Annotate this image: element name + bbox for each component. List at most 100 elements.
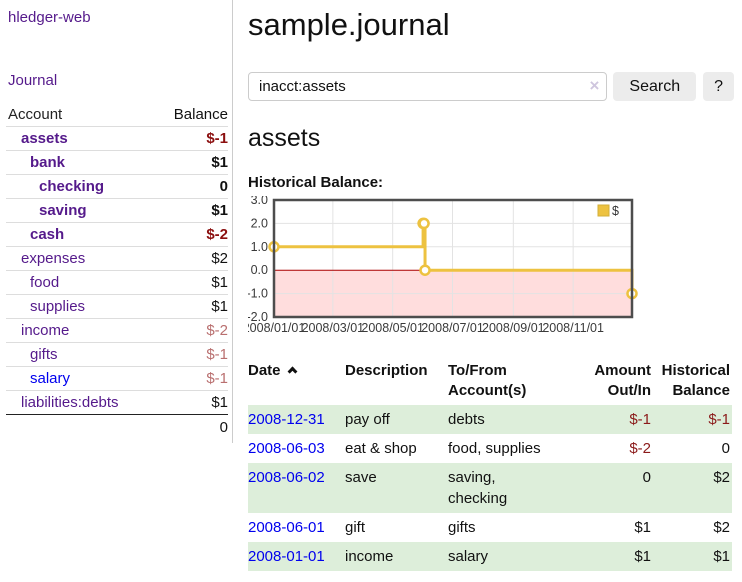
accounts-table-header: Account Balance [6,103,228,127]
account-page-title: assets [248,124,321,152]
account-balance: $-2 [206,322,228,339]
x-axis-tick-label: 2008/09/01 [482,321,545,335]
account-balance: $-2 [206,226,228,243]
transaction-amount: 0 [642,469,651,486]
account-balance: $-1 [206,370,228,387]
transaction-date-link[interactable]: 2008-06-01 [248,519,325,536]
account-row-checking: checking 0 [6,175,228,199]
account-link-liabilities-debts[interactable]: liabilities:debts [21,394,119,411]
transaction-description: save [345,469,377,486]
account-row-liabilities-debts: liabilities:debts $1 [6,391,228,415]
search-input[interactable] [248,72,608,101]
col-description: Description [345,362,428,379]
page-title: sample.journal [248,7,450,42]
account-balance: $1 [211,394,228,411]
clear-search-icon[interactable]: × [589,76,600,95]
register-row: 2008-06-02 save saving, checking 0 $2 [248,463,732,513]
transaction-balance: $2 [713,519,730,536]
account-row-income: income $-2 [6,319,228,343]
account-link-checking[interactable]: checking [39,178,105,195]
transaction-description: income [345,548,394,565]
transaction-accounts: gifts [448,519,476,536]
transaction-description: gift [345,519,366,536]
account-balance: $1 [211,154,228,171]
account-balance: $-1 [206,130,228,147]
account-balance: $-1 [206,346,228,363]
accounts-total-value: 0 [219,418,228,436]
y-axis-tick-label: -1.0 [248,287,268,301]
register-header-row: Date Description To/From Account(s) Amou… [248,359,732,405]
register-row: 2008-01-01 income salary $1 $1 [248,542,732,571]
x-axis-tick-label: 2008/11/01 [542,321,604,335]
account-link-bank[interactable]: bank [30,154,66,171]
transaction-accounts: debts [448,411,485,428]
transaction-amount: $-2 [629,440,651,457]
transaction-amount: $1 [634,548,651,565]
transaction-balance: 0 [721,440,730,457]
account-link-cash[interactable]: cash [30,226,65,243]
main-content: sample.journal × Search ? assets Histori… [243,0,734,571]
transaction-date-link[interactable]: 2008-12-31 [248,411,325,428]
col-date-sort[interactable]: Date [248,359,345,405]
account-row-supplies: supplies $1 [6,295,228,319]
account-link-expenses[interactable]: expenses [21,250,86,267]
accounts-table: Account Balance assets $-1 bank $1 check… [6,103,228,439]
account-link-supplies[interactable]: supplies [30,298,86,315]
transaction-balance: $1 [713,548,730,565]
register-row: 2008-06-01 gift gifts $1 $2 [248,513,732,542]
register-table: Date Description To/From Account(s) Amou… [248,359,732,571]
account-row-expenses: expenses $2 [6,247,228,271]
search-form: × Search ? [248,72,734,101]
account-link-assets[interactable]: assets [21,130,68,147]
sidebar-divider [232,0,233,443]
account-balance: $1 [211,274,228,291]
transaction-date-link[interactable]: 2008-06-02 [248,469,325,486]
account-balance: $2 [211,250,228,267]
transaction-balance: $-1 [708,411,730,428]
accounts-col-balance: Balance [173,106,228,123]
col-balance: Historical Balance [661,362,730,399]
account-row-cash: cash $-2 [6,223,228,247]
accounts-col-account: Account [8,106,63,123]
account-row-gifts: gifts $-1 [6,343,228,367]
account-row-food: food $1 [6,271,228,295]
register-row: 2008-12-31 pay off debts $-1 $-1 [248,405,732,434]
search-button[interactable]: Search [613,72,697,101]
y-axis-tick-label: -2.0 [248,310,268,324]
x-axis-tick-label: 2008/01/01 [248,321,305,335]
account-link-salary[interactable]: salary [30,370,71,387]
y-axis-tick-label: 0.0 [251,263,268,277]
account-balance: 0 [219,178,228,195]
sidebar-item-journal[interactable]: Journal [8,72,58,89]
y-axis-tick-label: 1.0 [251,240,268,254]
plot-border [272,198,634,319]
transaction-description: eat & shop [345,440,417,457]
transaction-balance: $2 [713,469,730,486]
historical-balance-chart[interactable]: $3.0 2.0 1.0 0.0 -1.0 -2.0 2008/01/01 2008/03/0… [243,193,734,343]
transaction-date-link[interactable]: 2008-06-03 [248,440,325,457]
x-axis-tick-label: 2008/05/01 [361,321,424,335]
account-row-saving: saving $1 [6,199,228,223]
transaction-accounts: saving, checking [448,469,508,507]
sort-ascending-icon [287,366,297,377]
x-axis-tick-label: 2008/03/01 [302,321,365,335]
app-brand-link[interactable]: hledger-web [8,9,91,26]
search-box: × [248,72,608,101]
y-axis-tick-label: 3.0 [251,196,268,207]
transaction-description: pay off [345,411,390,428]
account-link-income[interactable]: income [21,322,70,339]
account-balance: $1 [211,202,228,219]
account-row-salary: salary $-1 [6,367,228,391]
y-axis-tick-label: 2.0 [251,216,268,230]
account-link-saving[interactable]: saving [39,202,87,219]
transaction-accounts: food, supplies [448,440,541,457]
transaction-amount: $1 [634,519,651,536]
account-balance: $1 [211,298,228,315]
account-link-food[interactable]: food [30,274,60,291]
help-button[interactable]: ? [703,72,734,101]
transaction-date-link[interactable]: 2008-01-01 [248,548,325,565]
account-link-gifts[interactable]: gifts [30,346,58,363]
legend-swatch-icon [597,204,610,217]
chart-title: Historical Balance: [248,174,384,191]
account-row-assets: assets $-1 [6,127,228,151]
